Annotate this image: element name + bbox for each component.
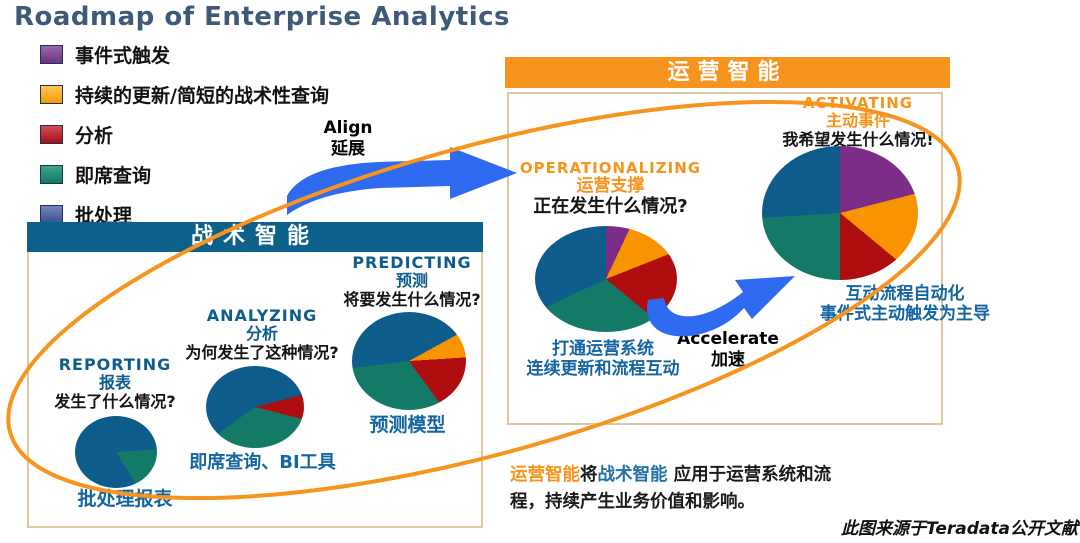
operational-panel-header: 运营智能 bbox=[505, 57, 950, 88]
predicting-caption: 预测模型 bbox=[369, 414, 446, 436]
caption-line: 事件式主动触发为主导 bbox=[820, 304, 990, 325]
summary-operational-term: 运营智能 bbox=[510, 465, 580, 485]
stage-reporting: REPORTING 报表 发生了什么情况? bbox=[35, 356, 195, 411]
predicting-pie-chart bbox=[352, 312, 466, 410]
summary-tactical-term: 战术智能 bbox=[597, 465, 668, 485]
stage-name: ACTIVATING bbox=[802, 94, 914, 112]
legend-label: 持续的更新/简短的战术性查询 bbox=[75, 84, 329, 107]
stage-question: 为何发生了这种情况? bbox=[185, 342, 339, 362]
stage-activating: ACTIVATING 主动事件 我希望发生什么情况! bbox=[768, 95, 948, 149]
stage-question: 发生了什么情况? bbox=[54, 391, 176, 411]
legend-item-continuous-update: 持续的更新/简短的战术性查询 bbox=[40, 74, 329, 114]
page-title: Roadmap of Enterprise Analytics bbox=[14, 2, 510, 32]
legend-label: 分析 bbox=[75, 124, 114, 147]
stage-name-cn: 分析 bbox=[245, 323, 278, 343]
operationalizing-caption: 打通运营系统 连续更新和流程互动 bbox=[513, 339, 693, 379]
legend-item-adhoc-query: 即席查询 bbox=[40, 154, 329, 194]
accelerate-label-cn: 加速 bbox=[711, 350, 745, 371]
caption-line: 打通运营系统 bbox=[552, 339, 654, 359]
stage-question: 将要发生什么情况? bbox=[343, 289, 481, 309]
stage-name-cn: 主动事件 bbox=[825, 110, 890, 130]
activating-pie-chart bbox=[762, 146, 918, 280]
analyzing-caption: 即席查询、BI工具 bbox=[189, 452, 336, 473]
operationalizing-pie-chart bbox=[535, 226, 677, 332]
stage-question: 我希望发生什么情况! bbox=[782, 129, 934, 149]
purple-swatch-icon bbox=[40, 44, 63, 64]
stage-question: 正在发生什么情况? bbox=[533, 195, 688, 217]
caption-line: 互动流程自动化 bbox=[845, 284, 965, 304]
legend: 事件式触发 持续的更新/简短的战术性查询 分析 即席查询 批处理 bbox=[40, 34, 329, 234]
stage-predicting: PREDICTING 预测 将要发生什么情况? bbox=[328, 254, 496, 309]
stage-name: PREDICTING bbox=[352, 253, 472, 272]
activating-caption: 互动流程自动化 事件式主动触发为主导 bbox=[790, 284, 1020, 324]
stage-name: OPERATIONALIZING bbox=[519, 159, 702, 177]
red-swatch-icon bbox=[40, 124, 63, 144]
legend-item-event-trigger: 事件式触发 bbox=[40, 34, 329, 74]
tactical-panel-header: 战术智能 bbox=[27, 222, 483, 252]
teal-swatch-icon bbox=[40, 164, 63, 184]
legend-item-analysis: 分析 bbox=[40, 114, 329, 154]
summary-text: 运营智能将战术智能 应用于运营系统和流 程，持续产生业务价值和影响。 bbox=[510, 462, 960, 516]
summary-connector: 将 bbox=[580, 465, 598, 485]
stage-name: REPORTING bbox=[58, 355, 172, 374]
accelerate-label-en: Accelerate bbox=[677, 329, 779, 349]
reporting-caption: 批处理报表 bbox=[77, 488, 173, 510]
summary-rest: 应用于运营系统和流 bbox=[667, 465, 832, 485]
align-label: Align 延展 bbox=[308, 118, 388, 161]
stage-operationalizing: OPERATIONALIZING 运营支撑 正在发生什么情况? bbox=[518, 160, 703, 217]
stage-name-cn: 运营支撑 bbox=[576, 175, 645, 196]
legend-label: 即席查询 bbox=[75, 164, 152, 187]
accelerate-label: Accelerate 加速 bbox=[668, 329, 788, 372]
summary-line2: 程，持续产生业务价值和影响。 bbox=[510, 492, 755, 512]
legend-label: 事件式触发 bbox=[75, 44, 171, 67]
orange-swatch-icon bbox=[40, 84, 63, 104]
navy-swatch-icon bbox=[40, 204, 63, 224]
align-label-cn: 延展 bbox=[331, 139, 365, 160]
analyzing-pie-chart bbox=[206, 366, 304, 448]
stage-name: ANALYZING bbox=[206, 306, 318, 325]
align-label-en: Align bbox=[323, 118, 373, 138]
stage-name-cn: 报表 bbox=[98, 372, 131, 392]
stage-name-cn: 预测 bbox=[395, 270, 428, 290]
stage-analyzing: ANALYZING 分析 为何发生了这种情况? bbox=[172, 307, 352, 362]
reporting-pie-chart bbox=[75, 416, 157, 488]
caption-line: 连续更新和流程互动 bbox=[526, 359, 680, 380]
source-note: 此图来源于Teradata公开文献 bbox=[840, 519, 1078, 539]
